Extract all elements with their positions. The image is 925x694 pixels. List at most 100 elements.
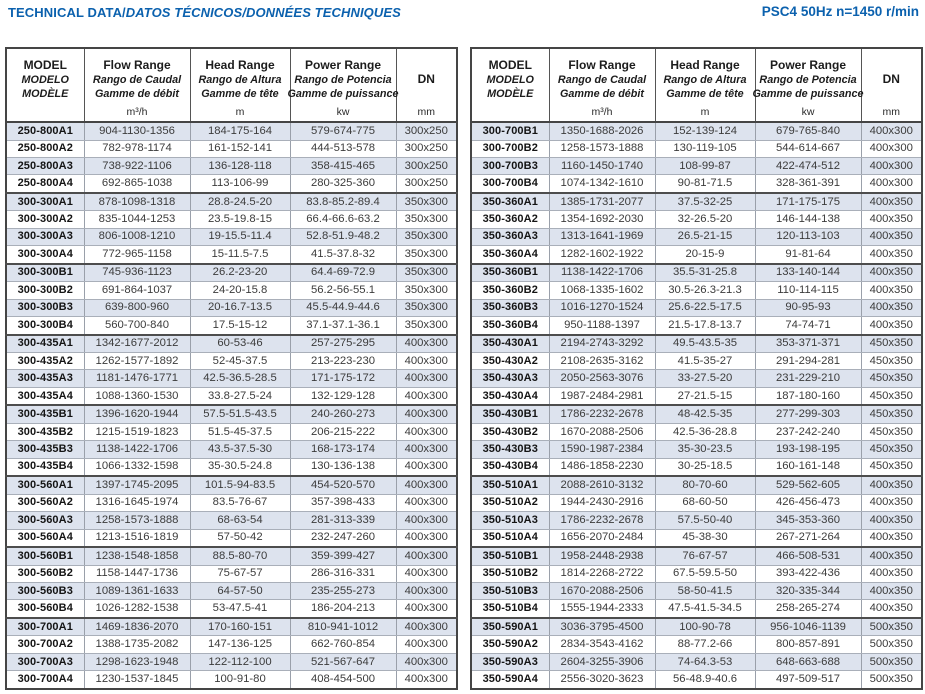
- cell-power: 281-313-339: [289, 511, 397, 530]
- cell-power: 521-567-647: [289, 652, 397, 672]
- cell-flow: 1230-1537-1845: [83, 670, 191, 690]
- cell-model: 350-360B3: [470, 298, 550, 318]
- cell-power: 66.4-66.6-63.2: [289, 210, 397, 229]
- cell-flow: 692-865-1038: [83, 174, 191, 194]
- cell-head: 35-30.5-24.8: [189, 457, 291, 477]
- table-row: 300-700B2 1258-1573-1888 130-119-105 544-61…: [470, 139, 923, 158]
- cell-dn: 350x300: [395, 210, 458, 229]
- table-row: 350-430B1 1786-2232-2678 48-42.5-35 277-299…: [470, 404, 923, 424]
- cell-power: 277-299-303: [754, 404, 862, 424]
- cell-model: 350-510B4: [470, 599, 550, 619]
- cell-dn: 400x350: [860, 210, 923, 229]
- cell-dn: 300x250: [395, 174, 458, 194]
- cell-model: 350-590A3: [470, 652, 550, 672]
- table-row: 300-700A1 1469-1836-2070 170-160-151 810-94…: [5, 616, 458, 637]
- cell-dn: 450x350: [860, 386, 923, 406]
- cell-head: 20-15-9: [654, 245, 756, 265]
- col-unit: m³/h: [591, 106, 613, 118]
- col-label: Gamme de tête: [666, 88, 744, 100]
- table-row: 350-360A4 1282-1602-1922 20-15-9 91-81-64 40…: [470, 245, 923, 265]
- cell-flow: 1316-1645-1974: [83, 493, 191, 513]
- col-label: Gamme de puissance: [752, 88, 864, 100]
- cell-flow: 878-1098-1318: [83, 191, 191, 212]
- cell-power: 426-456-473: [754, 493, 862, 513]
- cell-power: 146-144-138: [754, 210, 862, 229]
- cell-head: 130-119-105: [654, 139, 756, 158]
- cell-dn: 450x350: [860, 457, 923, 477]
- table-row: 300-560A4 1213-1516-1819 57-50-42 232-247-2…: [5, 528, 458, 548]
- table-row: 350-430B3 1590-1987-2384 35-30-23.5 193-198…: [470, 440, 923, 459]
- table-row: 350-590A1 3036-3795-4500 100-90-78 956-1046…: [470, 616, 923, 637]
- cell-model: 350-590A4: [470, 670, 550, 690]
- cell-flow: 1282-1602-1922: [548, 245, 656, 265]
- cell-flow: 1469-1836-2070: [83, 616, 191, 637]
- cell-power: 800-857-891: [754, 635, 862, 654]
- cell-model: 300-560A1: [5, 475, 85, 495]
- col-label: Rango de Potencia: [294, 74, 392, 86]
- table-row: 300-300A1 878-1098-1318 28.8-24.5-20 83.8-8…: [5, 191, 458, 212]
- cell-model: 300-300B1: [5, 262, 85, 283]
- cell-power: 286-316-331: [289, 564, 397, 583]
- cell-flow: 1354-1692-2030: [548, 210, 656, 229]
- cell-model: 350-430B2: [470, 422, 550, 442]
- table-row: 250-800A2 782-978-1174 161-152-141 444-513-…: [5, 139, 458, 158]
- cell-model: 300-300A4: [5, 245, 85, 265]
- cell-model: 350-360A3: [470, 227, 550, 247]
- cell-power: 193-198-195: [754, 440, 862, 459]
- cell-flow: 2088-2610-3132: [548, 475, 656, 495]
- cell-dn: 450x350: [860, 369, 923, 388]
- cell-dn: 400x300: [395, 475, 458, 495]
- cell-head: 68-60-50: [654, 493, 756, 513]
- cell-flow: 560-700-840: [83, 316, 191, 336]
- table-row: 350-510A1 2088-2610-3132 80-70-60 529-562-6…: [470, 475, 923, 495]
- cell-head: 53-47.5-41: [189, 599, 291, 619]
- cell-head: 19-15.5-11.4: [189, 227, 291, 247]
- cell-power: 357-398-433: [289, 493, 397, 513]
- cell-power: 280-325-360: [289, 174, 397, 194]
- table-row: 300-300B3 639-800-960 20-16.7-13.5 45.5-44.…: [5, 298, 458, 318]
- cell-dn: 400x350: [860, 245, 923, 265]
- cell-flow: 1213-1516-1819: [83, 528, 191, 548]
- col-header-dn: DN mm: [395, 47, 458, 123]
- table-row: 350-360B4 950-1188-1397 21.5-17.8-13.7 74-7…: [470, 316, 923, 336]
- cell-flow: 1068-1335-1602: [548, 281, 656, 300]
- cell-power: 579-674-775: [289, 121, 397, 141]
- cell-model: 350-590A1: [470, 616, 550, 637]
- cell-flow: 1066-1332-1598: [83, 457, 191, 477]
- cell-dn: 400x350: [860, 281, 923, 300]
- cell-dn: 400x300: [860, 156, 923, 176]
- table-row: 300-435A3 1181-1476-1771 42.5-36.5-28.5 171…: [5, 369, 458, 388]
- pump-table: MODEL MODELO MODÈLE Flow Range Rango de …: [5, 47, 458, 690]
- cell-power: 345-353-360: [754, 511, 862, 530]
- cell-head: 33.8-27.5-24: [189, 386, 291, 406]
- cell-head: 64-57-50: [189, 581, 291, 601]
- col-label: Rango de Altura: [663, 74, 747, 86]
- cell-model: 350-430A3: [470, 369, 550, 388]
- cell-flow: 1342-1677-2012: [83, 333, 191, 354]
- cell-head: 80-70-60: [654, 475, 756, 495]
- cell-model: 300-700B1: [470, 121, 550, 141]
- cell-model: 300-435A1: [5, 333, 85, 354]
- cell-dn: 400x300: [395, 635, 458, 654]
- cell-power: 231-229-210: [754, 369, 862, 388]
- cell-dn: 500x350: [860, 635, 923, 654]
- cell-flow: 1388-1735-2082: [83, 635, 191, 654]
- cell-head: 30.5-26.3-21.3: [654, 281, 756, 300]
- cell-dn: 400x300: [395, 457, 458, 477]
- cell-model: 350-360B4: [470, 316, 550, 336]
- table-row: 250-800A4 692-865-1038 113-106-99 280-325-3…: [5, 174, 458, 194]
- table-row: 300-700A3 1298-1623-1948 122-112-100 521-56…: [5, 652, 458, 672]
- cell-flow: 1181-1476-1771: [83, 369, 191, 388]
- cell-head: 76-67-57: [654, 546, 756, 566]
- cell-head: 17.5-15-12: [189, 316, 291, 336]
- cell-power: 56.2-56-55.1: [289, 281, 397, 300]
- col-label: DN: [882, 72, 900, 86]
- cell-flow: 1958-2448-2938: [548, 546, 656, 566]
- cell-dn: 500x350: [860, 670, 923, 690]
- cell-model: 300-300A2: [5, 210, 85, 229]
- table-row: 350-360B1 1138-1422-1706 35.5-31-25.8 133-1…: [470, 262, 923, 283]
- table-row: 300-300A2 835-1044-1253 23.5-19.8-15 66.4-6…: [5, 210, 458, 229]
- table-row: 350-360B2 1068-1335-1602 30.5-26.3-21.3 110…: [470, 281, 923, 300]
- cell-model: 350-430A2: [470, 352, 550, 371]
- table-header: MODEL MODELO MODÈLE Flow Range Rango de …: [470, 47, 923, 123]
